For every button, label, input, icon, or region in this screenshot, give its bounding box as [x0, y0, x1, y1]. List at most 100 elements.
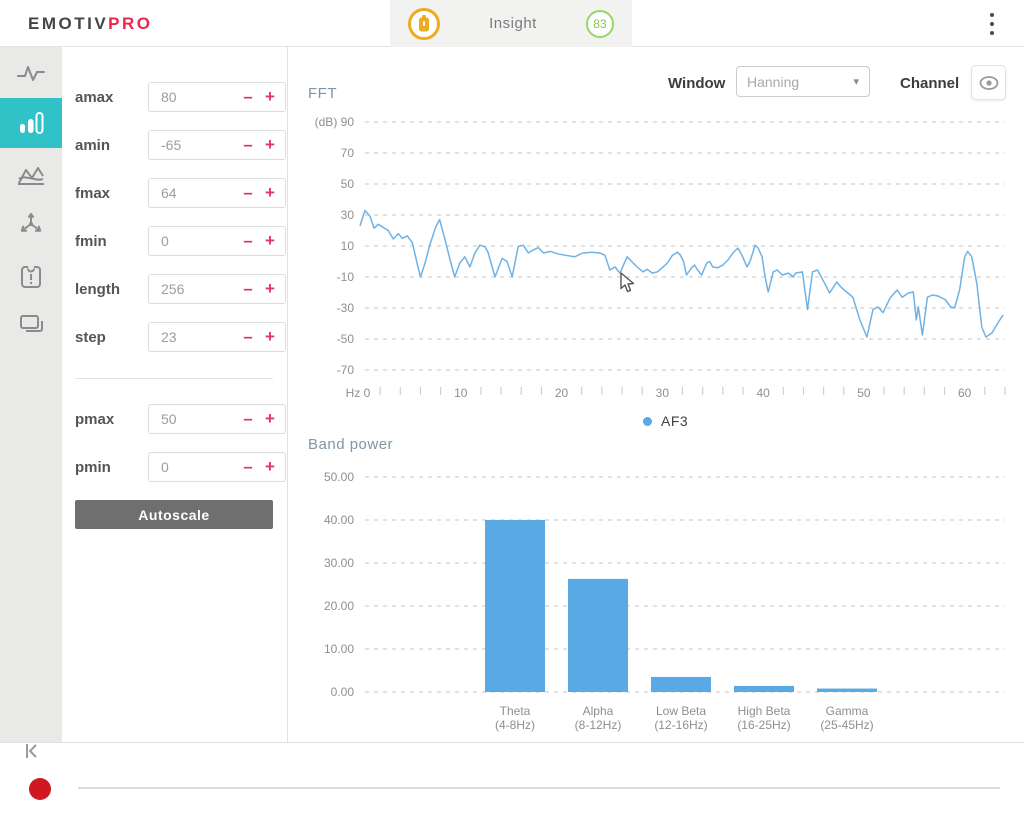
- svg-text:(25-45Hz): (25-45Hz): [820, 718, 873, 732]
- sidebar-item-raw-eeg[interactable]: [0, 48, 62, 98]
- svg-text:Alpha: Alpha: [583, 704, 614, 718]
- sidebar-item-fft-bands[interactable]: [0, 98, 62, 148]
- svg-text:10: 10: [341, 239, 355, 253]
- amax-input[interactable]: [150, 84, 235, 110]
- sidebar-item-recordings[interactable]: [0, 299, 62, 349]
- legend-dot-icon: [643, 416, 652, 426]
- fmin-decrement-button[interactable]: –: [237, 227, 259, 255]
- svg-text:70: 70: [341, 146, 355, 160]
- amin-input[interactable]: [150, 132, 235, 158]
- fft-bands-icon: [20, 112, 44, 134]
- fmax-decrement-button[interactable]: –: [237, 179, 259, 207]
- svg-text:30: 30: [341, 208, 355, 222]
- band-power-chart-title: Band power: [308, 436, 394, 453]
- svg-text:(8-12Hz): (8-12Hz): [575, 718, 622, 732]
- channel-label: Channel: [900, 75, 960, 92]
- chevron-down-icon: ▾: [853, 76, 859, 88]
- pmin-increment-button[interactable]: +: [259, 453, 281, 481]
- svg-text:20: 20: [555, 386, 569, 400]
- field-label: step: [75, 329, 106, 346]
- device-name: Insight: [489, 15, 537, 32]
- fft-chart: (dB) 90 70 50 30 10 -10 -30 -50 -70 Hz 0 10 20 30 40 5…: [315, 115, 1006, 400]
- field-row-pmin: pmin – +: [75, 452, 286, 482]
- svg-text:40.00: 40.00: [324, 513, 354, 527]
- amax-decrement-button[interactable]: –: [237, 83, 259, 111]
- amax-increment-button[interactable]: +: [259, 83, 281, 111]
- svg-text:20.00: 20.00: [324, 599, 354, 613]
- raw-eeg-icon: [17, 66, 45, 81]
- pmin-decrement-button[interactable]: –: [237, 453, 259, 481]
- top-bar: EMOTIVPRO Insight 83: [0, 0, 1024, 47]
- length-increment-button[interactable]: +: [259, 275, 281, 303]
- svg-text:50.00: 50.00: [324, 470, 354, 484]
- amin-increment-button[interactable]: +: [259, 131, 281, 159]
- fft-legend-af3[interactable]: AF3: [643, 413, 688, 429]
- step-decrement-button[interactable]: –: [237, 323, 259, 351]
- field-row-fmin: fmin – +: [75, 226, 286, 256]
- sidebar-item-performance-metrics[interactable]: [0, 150, 62, 200]
- svg-text:(12-16Hz): (12-16Hz): [654, 718, 707, 732]
- collapse-sidebar-button[interactable]: [17, 737, 45, 765]
- data-packets-icon: [21, 265, 41, 288]
- svg-text:30.00: 30.00: [324, 556, 354, 570]
- sidebar-item-motion-sensors[interactable]: [0, 200, 62, 250]
- fft-chart-title: FFT: [308, 85, 337, 102]
- contact-quality-badge: 83: [585, 9, 614, 38]
- app-logo: EMOTIVPRO: [28, 14, 153, 34]
- svg-text:-50: -50: [337, 332, 355, 346]
- field-row-pmax: pmax – +: [75, 404, 286, 434]
- fmax-increment-button[interactable]: +: [259, 179, 281, 207]
- field-label: fmax: [75, 185, 111, 202]
- fmin-increment-button[interactable]: +: [259, 227, 281, 255]
- channel-visibility-button[interactable]: [971, 65, 1006, 100]
- field-label: amin: [75, 137, 111, 154]
- performance-metrics-icon: [18, 167, 44, 185]
- step-increment-button[interactable]: +: [259, 323, 281, 351]
- field-row-step: step – +: [75, 322, 286, 352]
- svg-text:-10: -10: [337, 270, 355, 284]
- field-label: pmin: [75, 459, 111, 476]
- sidebar-item-data-packets[interactable]: [0, 252, 62, 302]
- motion-sensors-icon: [20, 213, 42, 232]
- autoscale-button[interactable]: Autoscale: [75, 500, 273, 529]
- eye-icon: [979, 75, 998, 90]
- svg-text:Theta: Theta: [500, 704, 531, 718]
- fft-settings-panel: amax – + amin – + fmax – + fmin – + leng…: [62, 47, 288, 742]
- field-label: pmax: [75, 411, 115, 428]
- window-select[interactable]: Hanning ▾: [736, 66, 870, 97]
- pmax-input[interactable]: [150, 406, 235, 432]
- battery-icon: [408, 7, 440, 40]
- pmax-decrement-button[interactable]: –: [237, 405, 259, 433]
- record-button[interactable]: [29, 778, 51, 800]
- svg-text:(dB) 90: (dB) 90: [315, 115, 355, 129]
- recordings-icon: [20, 315, 43, 332]
- svg-text:50: 50: [857, 386, 871, 400]
- recording-bar: [0, 742, 1024, 828]
- svg-text:-30: -30: [337, 301, 355, 315]
- svg-text:50: 50: [341, 177, 355, 191]
- field-row-fmax: fmax – +: [75, 178, 286, 208]
- field-label: length: [75, 281, 120, 298]
- timeline-track[interactable]: [78, 787, 1000, 789]
- device-status-block[interactable]: Insight 83: [390, 0, 632, 47]
- kebab-menu-icon[interactable]: [984, 13, 1000, 35]
- step-input[interactable]: [150, 324, 235, 350]
- fmax-input[interactable]: [150, 180, 235, 206]
- band-power-chart: 50.00 40.00 30.00 20.00 10.00 0.00 Theta(4-8Hz…: [324, 470, 1005, 732]
- field-label: amax: [75, 89, 114, 106]
- legend-label: AF3: [661, 413, 689, 429]
- svg-text:(16-25Hz): (16-25Hz): [737, 718, 790, 732]
- field-row-length: length – +: [75, 274, 286, 304]
- length-input[interactable]: [150, 276, 235, 302]
- field-label: fmin: [75, 233, 107, 250]
- pmin-input[interactable]: [150, 454, 235, 480]
- svg-text:-70: -70: [337, 363, 355, 377]
- svg-text:40: 40: [756, 386, 770, 400]
- fmin-input[interactable]: [150, 228, 235, 254]
- amin-decrement-button[interactable]: –: [237, 131, 259, 159]
- length-decrement-button[interactable]: –: [237, 275, 259, 303]
- pmax-increment-button[interactable]: +: [259, 405, 281, 433]
- window-label: Window: [668, 75, 726, 92]
- sidebar: [0, 47, 62, 758]
- panel-divider: [75, 378, 273, 379]
